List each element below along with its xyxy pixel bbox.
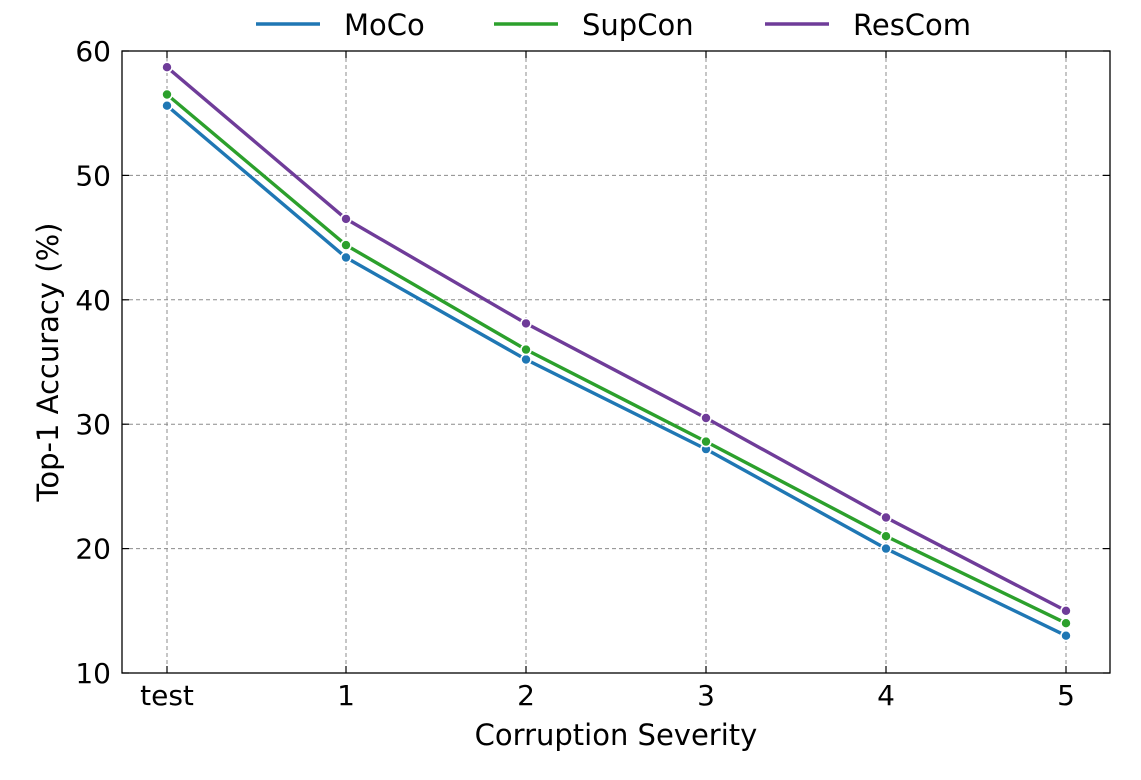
data-point-moco xyxy=(880,542,892,555)
x-tick-label: 2 xyxy=(517,679,535,712)
x-tick-label: 1 xyxy=(337,679,355,712)
data-point-rescom xyxy=(340,213,352,225)
data-point-rescom xyxy=(700,412,712,424)
grid xyxy=(122,51,1110,673)
legend-label-supcon: SupCon xyxy=(582,8,694,42)
ticks xyxy=(122,50,1110,674)
series-line-moco xyxy=(165,103,1068,638)
data-point-moco xyxy=(520,353,532,366)
y-tick-label: 10 xyxy=(75,657,111,690)
plot-frame xyxy=(121,50,1111,674)
data-point-moco xyxy=(340,251,352,264)
x-tick-label: 5 xyxy=(1057,679,1075,712)
data-point-supcon xyxy=(161,88,173,101)
x-tick-label: test xyxy=(140,679,194,712)
data-point-moco xyxy=(161,99,173,112)
legend-label-moco: MoCo xyxy=(344,8,425,42)
data-point-supcon xyxy=(880,530,892,543)
series-line-supcon xyxy=(165,92,1068,625)
data-point-supcon xyxy=(520,343,532,356)
data-point-rescom xyxy=(880,511,892,524)
legend-label-rescom: ResCom xyxy=(853,8,971,42)
x-tick-labels: test 1 2 3 4 5 xyxy=(140,679,1075,712)
x-tick-label: 3 xyxy=(697,679,715,712)
data-point-rescom xyxy=(1060,604,1072,617)
data-point-supcon xyxy=(700,435,712,448)
y-tick-label: 20 xyxy=(75,533,111,566)
y-tick-labels: 10 20 30 40 50 60 xyxy=(75,35,111,690)
x-tick-label: 4 xyxy=(877,679,895,712)
legend: MoCo SupCon ResCom xyxy=(256,8,971,42)
data-point-rescom xyxy=(161,61,173,73)
series-layer xyxy=(161,61,1072,642)
data-point-supcon xyxy=(1060,617,1072,630)
x-axis-title: Corruption Severity xyxy=(475,718,758,752)
data-point-moco xyxy=(1060,629,1072,642)
y-tick-label: 50 xyxy=(75,159,111,192)
y-tick-label: 30 xyxy=(75,408,111,441)
y-tick-label: 40 xyxy=(75,284,111,317)
series-line-rescom xyxy=(165,65,1068,613)
data-point-rescom xyxy=(520,317,532,330)
data-point-supcon xyxy=(340,239,352,251)
y-axis-title: Top-1 Accuracy (%) xyxy=(31,223,65,503)
y-tick-label: 60 xyxy=(75,35,111,68)
